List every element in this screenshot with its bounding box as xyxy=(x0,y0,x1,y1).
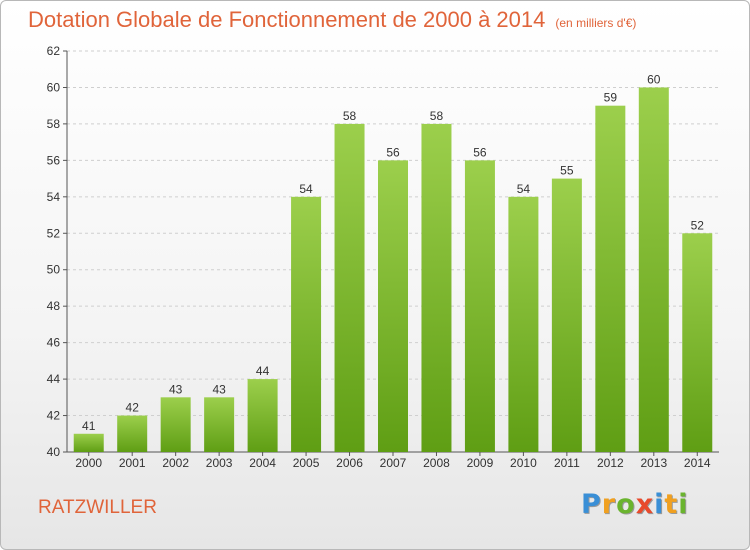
chart-title: Dotation Globale de Fonctionnement de 20… xyxy=(28,7,636,33)
x-tick-label: 2004 xyxy=(249,456,276,470)
bar xyxy=(160,397,191,452)
bar xyxy=(551,178,582,452)
bar-value-label: 58 xyxy=(430,109,444,123)
bar xyxy=(682,233,713,452)
x-tick-label: 2011 xyxy=(554,456,580,470)
proxiti-logo[interactable]: Proxiti xyxy=(581,489,689,520)
bar-value-label: 41 xyxy=(82,419,96,433)
bar-value-label: 55 xyxy=(560,164,574,178)
bar-value-label: 54 xyxy=(299,182,313,196)
chart-unit: (en milliers d'€) xyxy=(555,16,637,30)
x-tick-label: 2014 xyxy=(684,456,711,470)
bar xyxy=(204,397,235,452)
y-tick-label: 40 xyxy=(47,445,61,459)
y-tick-label: 60 xyxy=(47,80,61,94)
y-tick-label: 52 xyxy=(47,226,61,240)
bar-value-label: 43 xyxy=(212,382,226,396)
bar xyxy=(421,123,452,452)
x-tick-label: 2003 xyxy=(206,456,233,470)
logo-letter: r xyxy=(601,489,617,520)
chart-title-text: Dotation Globale de Fonctionnement de 20… xyxy=(28,7,546,32)
bar xyxy=(247,379,278,452)
bar xyxy=(73,433,104,452)
y-tick-label: 50 xyxy=(47,263,61,277)
bar-value-label: 60 xyxy=(647,72,661,86)
y-tick-label: 42 xyxy=(47,409,61,423)
bar-value-label: 42 xyxy=(126,401,140,415)
y-tick-label: 58 xyxy=(47,117,61,131)
x-tick-label: 2012 xyxy=(597,456,624,470)
x-tick-label: 2007 xyxy=(380,456,407,470)
labels: 40 42 44 46 48 50 52 54 56 58 60 62 41 2000 42 2001 43 20… xyxy=(47,44,711,470)
bar xyxy=(508,196,539,452)
bar-value-label: 52 xyxy=(691,218,705,232)
bar xyxy=(378,160,408,452)
logo-letter: o xyxy=(616,489,636,520)
y-tick-label: 46 xyxy=(47,336,61,350)
x-tick-label: 2013 xyxy=(640,456,667,470)
bar xyxy=(334,123,365,452)
bar-value-label: 59 xyxy=(604,91,618,105)
x-tick-label: 2009 xyxy=(467,456,494,470)
bar xyxy=(117,415,148,452)
x-tick-label: 2008 xyxy=(423,456,450,470)
x-tick-label: 2001 xyxy=(119,456,146,470)
x-tick-label: 2006 xyxy=(336,456,363,470)
bar-value-label: 56 xyxy=(386,145,400,159)
bar-value-label: 58 xyxy=(343,109,357,123)
bar xyxy=(595,105,626,452)
logo-letter: i xyxy=(678,489,689,520)
commune-name: RATZWILLER xyxy=(38,497,157,518)
bar-value-label: 43 xyxy=(169,382,183,396)
y-tick-label: 44 xyxy=(47,372,61,386)
bar xyxy=(638,87,669,453)
y-tick-label: 48 xyxy=(47,299,61,313)
bar-value-label: 54 xyxy=(517,182,531,196)
x-tick-label: 2000 xyxy=(75,456,102,470)
logo-letter: x xyxy=(635,489,655,520)
logo-letter: i xyxy=(654,489,665,520)
x-tick-label: 2010 xyxy=(510,456,537,470)
bar-value-label: 44 xyxy=(256,364,270,378)
bar xyxy=(291,196,322,452)
bars xyxy=(73,87,713,453)
logo-letter: P xyxy=(581,489,602,520)
y-tick-label: 54 xyxy=(47,190,61,204)
bar-value-label: 56 xyxy=(473,145,487,159)
y-tick-label: 62 xyxy=(47,44,61,58)
y-tick-label: 56 xyxy=(47,153,61,167)
x-tick-label: 2002 xyxy=(162,456,189,470)
x-tick-label: 2005 xyxy=(293,456,320,470)
logo-letter: t xyxy=(664,489,679,520)
bar xyxy=(464,160,495,452)
